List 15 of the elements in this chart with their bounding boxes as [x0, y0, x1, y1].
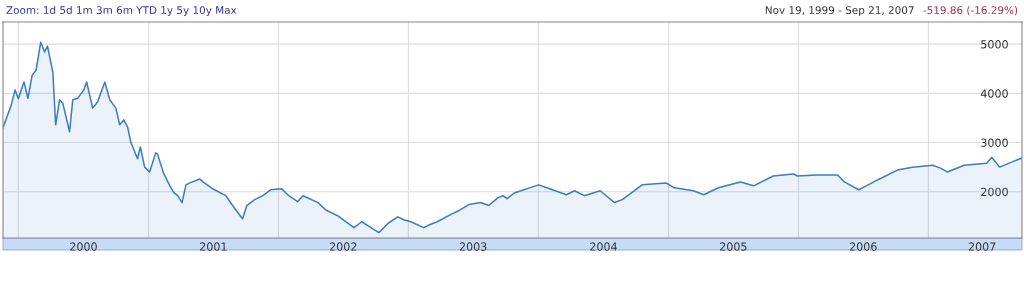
- y-tick-label: 5000: [981, 40, 1008, 49]
- x-tick-label: 2000: [70, 242, 97, 251]
- y-tick-label: 2000: [981, 187, 1008, 197]
- text: -519.86 (-16.29%): [923, 5, 1018, 16]
- x-tick-label: 2001: [200, 242, 227, 251]
- x-tick-label: 2002: [329, 242, 357, 251]
- x-tick-label: 2004: [590, 242, 617, 251]
- x-tick-label: 2005: [720, 242, 747, 251]
- y-tick-label: 3000: [981, 138, 1008, 147]
- text: Zoom: 1d 5d 1m 3m 6m YTD 1y 5y 10y Max: [6, 5, 237, 17]
- x-tick-label: 2006: [849, 242, 877, 251]
- text: Nov 19, 1999 - Sep 21, 2007: [765, 6, 914, 17]
- y-tick-label: 4000: [980, 89, 1008, 98]
- x-tick-label: 2003: [459, 242, 487, 251]
- x-tick-label: 2007: [968, 242, 996, 251]
